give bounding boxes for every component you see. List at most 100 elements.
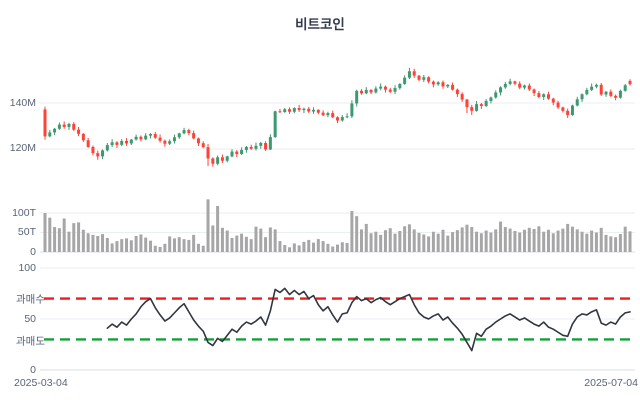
volume-bar	[609, 236, 613, 252]
volume-bar	[244, 236, 248, 252]
candle-body	[594, 84, 598, 87]
volume-bar	[216, 205, 220, 252]
volume-bar	[101, 234, 105, 252]
volume-bar	[273, 229, 277, 252]
volume-bar	[417, 232, 421, 252]
candle-body	[240, 149, 244, 155]
volume-bar	[379, 234, 383, 252]
x-axis-end-date: 2025-07-04	[584, 377, 638, 389]
volume-bar	[388, 228, 392, 252]
volume-bar	[96, 236, 100, 252]
candle-body	[326, 113, 330, 116]
candle-body	[187, 130, 191, 134]
volume-bar	[355, 216, 359, 252]
volume-bar	[134, 236, 138, 252]
volume-bar	[292, 243, 296, 252]
candle-body	[431, 81, 435, 85]
candle-body	[86, 140, 90, 147]
candle-body	[259, 143, 263, 146]
volume-bar	[431, 231, 435, 252]
candle-body	[575, 99, 579, 106]
candle-body	[580, 94, 584, 100]
volume-bar	[225, 230, 229, 252]
candle-body	[451, 84, 455, 90]
rsi-line	[106, 287, 631, 352]
candle-body	[556, 102, 560, 108]
volume-bar	[235, 235, 239, 252]
candle-body	[484, 100, 488, 106]
volume-bar	[129, 240, 133, 252]
volume-bar	[422, 234, 426, 252]
volume-bar	[81, 229, 85, 252]
volume-bar	[441, 229, 445, 252]
volume-bar	[72, 223, 76, 252]
candle-body	[503, 83, 507, 88]
volume-bar	[532, 228, 536, 252]
candle-body	[470, 107, 474, 111]
volume-bar	[297, 245, 301, 252]
volume-bar	[67, 231, 71, 252]
volume-bar	[455, 230, 459, 252]
rsi-tick-50: 50	[24, 313, 36, 325]
volume-bar	[503, 227, 507, 252]
volume-bar	[153, 245, 157, 252]
candle-body	[53, 128, 57, 133]
candle-body	[489, 97, 493, 101]
volume-bar	[618, 234, 622, 252]
volume-bar	[77, 222, 81, 252]
candle-body	[254, 145, 258, 149]
candle-body	[422, 77, 426, 80]
volume-tick-100t: 100T	[12, 207, 36, 219]
candle-body	[407, 71, 411, 78]
candle-body	[523, 85, 527, 88]
candle-body	[436, 82, 440, 85]
candle-body	[153, 134, 157, 138]
volume-bar	[566, 223, 570, 252]
candle-body	[72, 123, 76, 130]
candle-body	[201, 143, 205, 148]
volume-bar	[254, 226, 258, 252]
candle-body	[475, 104, 479, 111]
candle-body	[566, 110, 570, 115]
rsi-tick-100: 100	[18, 262, 36, 274]
volume-bar	[331, 246, 335, 252]
candle-body	[628, 80, 632, 85]
candle-body	[216, 157, 220, 164]
volume-bar	[546, 229, 550, 252]
candle-body	[283, 109, 287, 112]
volume-bar	[211, 225, 215, 252]
candle-body	[374, 88, 378, 93]
candle-body	[441, 82, 445, 87]
volume-bar	[192, 234, 196, 252]
volume-bar	[527, 227, 531, 252]
candle-body	[412, 71, 416, 76]
candle-body	[105, 145, 109, 151]
volume-bar	[350, 211, 354, 252]
volume-bar	[336, 244, 339, 252]
candle-body	[479, 104, 483, 106]
volume-bar	[436, 233, 440, 252]
volume-bar	[523, 229, 527, 252]
candle-body	[359, 90, 363, 94]
volume-bar	[340, 242, 344, 252]
candle-body	[302, 108, 306, 111]
volume-bar	[62, 218, 66, 252]
volume-bar	[105, 237, 109, 252]
candle-body	[211, 158, 215, 164]
candle-body	[307, 108, 311, 112]
volume-bar	[110, 243, 114, 252]
candle-body	[172, 137, 176, 142]
volume-bar	[302, 241, 306, 252]
volume-bar	[427, 236, 431, 252]
candle-body	[67, 123, 71, 127]
candle-body	[129, 139, 133, 144]
candle-body	[542, 94, 546, 98]
candle-body	[369, 89, 373, 93]
candle-body	[134, 136, 138, 140]
volume-bar	[230, 237, 234, 252]
candle-body	[177, 133, 181, 138]
volume-bar	[518, 232, 522, 252]
volume-bar	[91, 234, 95, 252]
candle-body	[618, 90, 622, 98]
